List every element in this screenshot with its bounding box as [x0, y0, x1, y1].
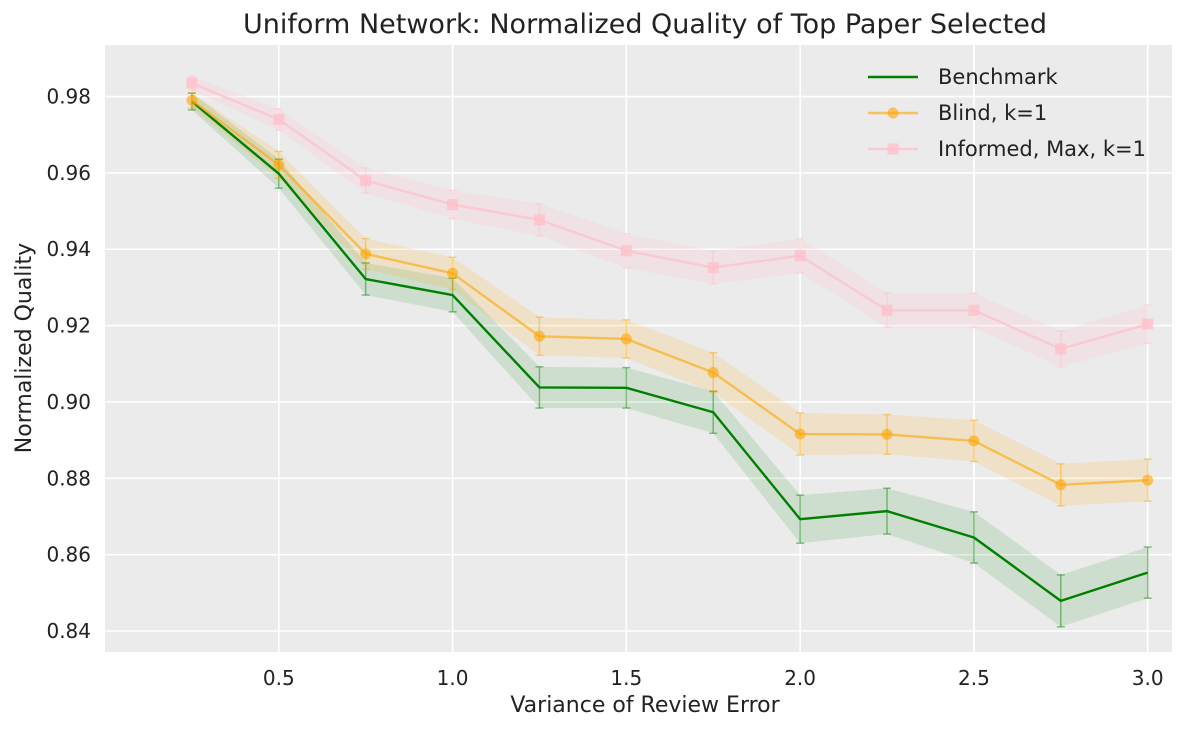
line-blind-k-1: [191, 99, 1148, 486]
point-blind-k-1: [881, 428, 893, 440]
legend-label-benchmark: Benchmark: [938, 65, 1058, 89]
y-tick-label: 0.92: [46, 314, 91, 338]
point-informed-max-k-1: [360, 175, 372, 187]
point-informed-max-k-1: [273, 113, 285, 125]
legend: Benchmark Blind, k=1 Informed, Max, k=1: [868, 65, 1146, 161]
x-tick-label: 3.0: [1132, 666, 1164, 690]
x-tick-label: 2.0: [784, 666, 816, 690]
point-blind-k-1: [447, 267, 459, 279]
line-informed-max-k-1: [191, 82, 1149, 351]
x-axis-label: Variance of Review Error: [510, 693, 780, 718]
point-informed-max-k-1: [881, 304, 893, 316]
point-blind-k-1: [707, 367, 719, 379]
point-informed-max-k-1: [447, 199, 459, 211]
point-blind-k-1: [533, 330, 545, 342]
y-tick-label: 0.88: [46, 466, 91, 490]
chart-title: Uniform Network: Normalized Quality of T…: [243, 9, 1047, 40]
grid-lines: [105, 45, 1172, 652]
point-blind-k-1: [620, 333, 632, 345]
y-axis-label: Normalized Quality: [12, 243, 37, 453]
x-tick-label: 2.5: [958, 666, 990, 690]
point-blind-k-1: [186, 94, 198, 106]
point-informed-max-k-1: [186, 77, 198, 89]
y-tick-label: 0.96: [46, 161, 91, 185]
point-informed-max-k-1: [1142, 318, 1154, 330]
point-blind-k-1: [968, 435, 980, 447]
point-blind-k-1: [1055, 479, 1067, 491]
point-blind-k-1: [273, 159, 285, 171]
y-tick-label: 0.98: [46, 85, 91, 109]
band-informed-max-k-1: [191, 76, 1148, 367]
legend-item-informed: Informed, Max, k=1: [868, 137, 1146, 161]
band-blind-k-1: [191, 92, 1148, 506]
point-informed-max-k-1: [968, 304, 980, 316]
series-markers: [186, 77, 1154, 491]
legend-label-blind: Blind, k=1: [938, 101, 1047, 125]
legend-marker-blind: [887, 107, 899, 119]
legend-item-benchmark: Benchmark: [868, 65, 1058, 89]
x-tick-label: 0.5: [263, 666, 295, 690]
point-blind-k-1: [360, 248, 372, 260]
point-informed-max-k-1: [707, 262, 719, 274]
point-blind-k-1: [1142, 474, 1154, 486]
tick-labels: 0.5 1.0 1.5 2.0 2.5 3.0 0.84 0.86 0.88 0.90 0.92 0.…: [46, 85, 1163, 690]
x-tick-label: 1.0: [437, 666, 469, 690]
x-tick-label: 1.5: [610, 666, 642, 690]
point-informed-max-k-1: [620, 245, 632, 257]
y-tick-label: 0.94: [46, 237, 91, 261]
y-tick-label: 0.90: [46, 390, 91, 414]
series-lines: [191, 82, 1149, 603]
legend-item-blind: Blind, k=1: [868, 101, 1047, 125]
band-benchmark: [191, 93, 1148, 627]
legend-marker-informed: [887, 143, 899, 155]
y-tick-label: 0.84: [46, 619, 91, 643]
point-informed-max-k-1: [533, 214, 545, 226]
point-informed-max-k-1: [794, 250, 806, 262]
point-informed-max-k-1: [1055, 343, 1067, 355]
confidence-bands: [191, 76, 1148, 627]
point-blind-k-1: [794, 428, 806, 440]
line-benchmark: [191, 100, 1149, 603]
legend-label-informed: Informed, Max, k=1: [938, 137, 1146, 161]
y-tick-label: 0.86: [46, 543, 91, 567]
